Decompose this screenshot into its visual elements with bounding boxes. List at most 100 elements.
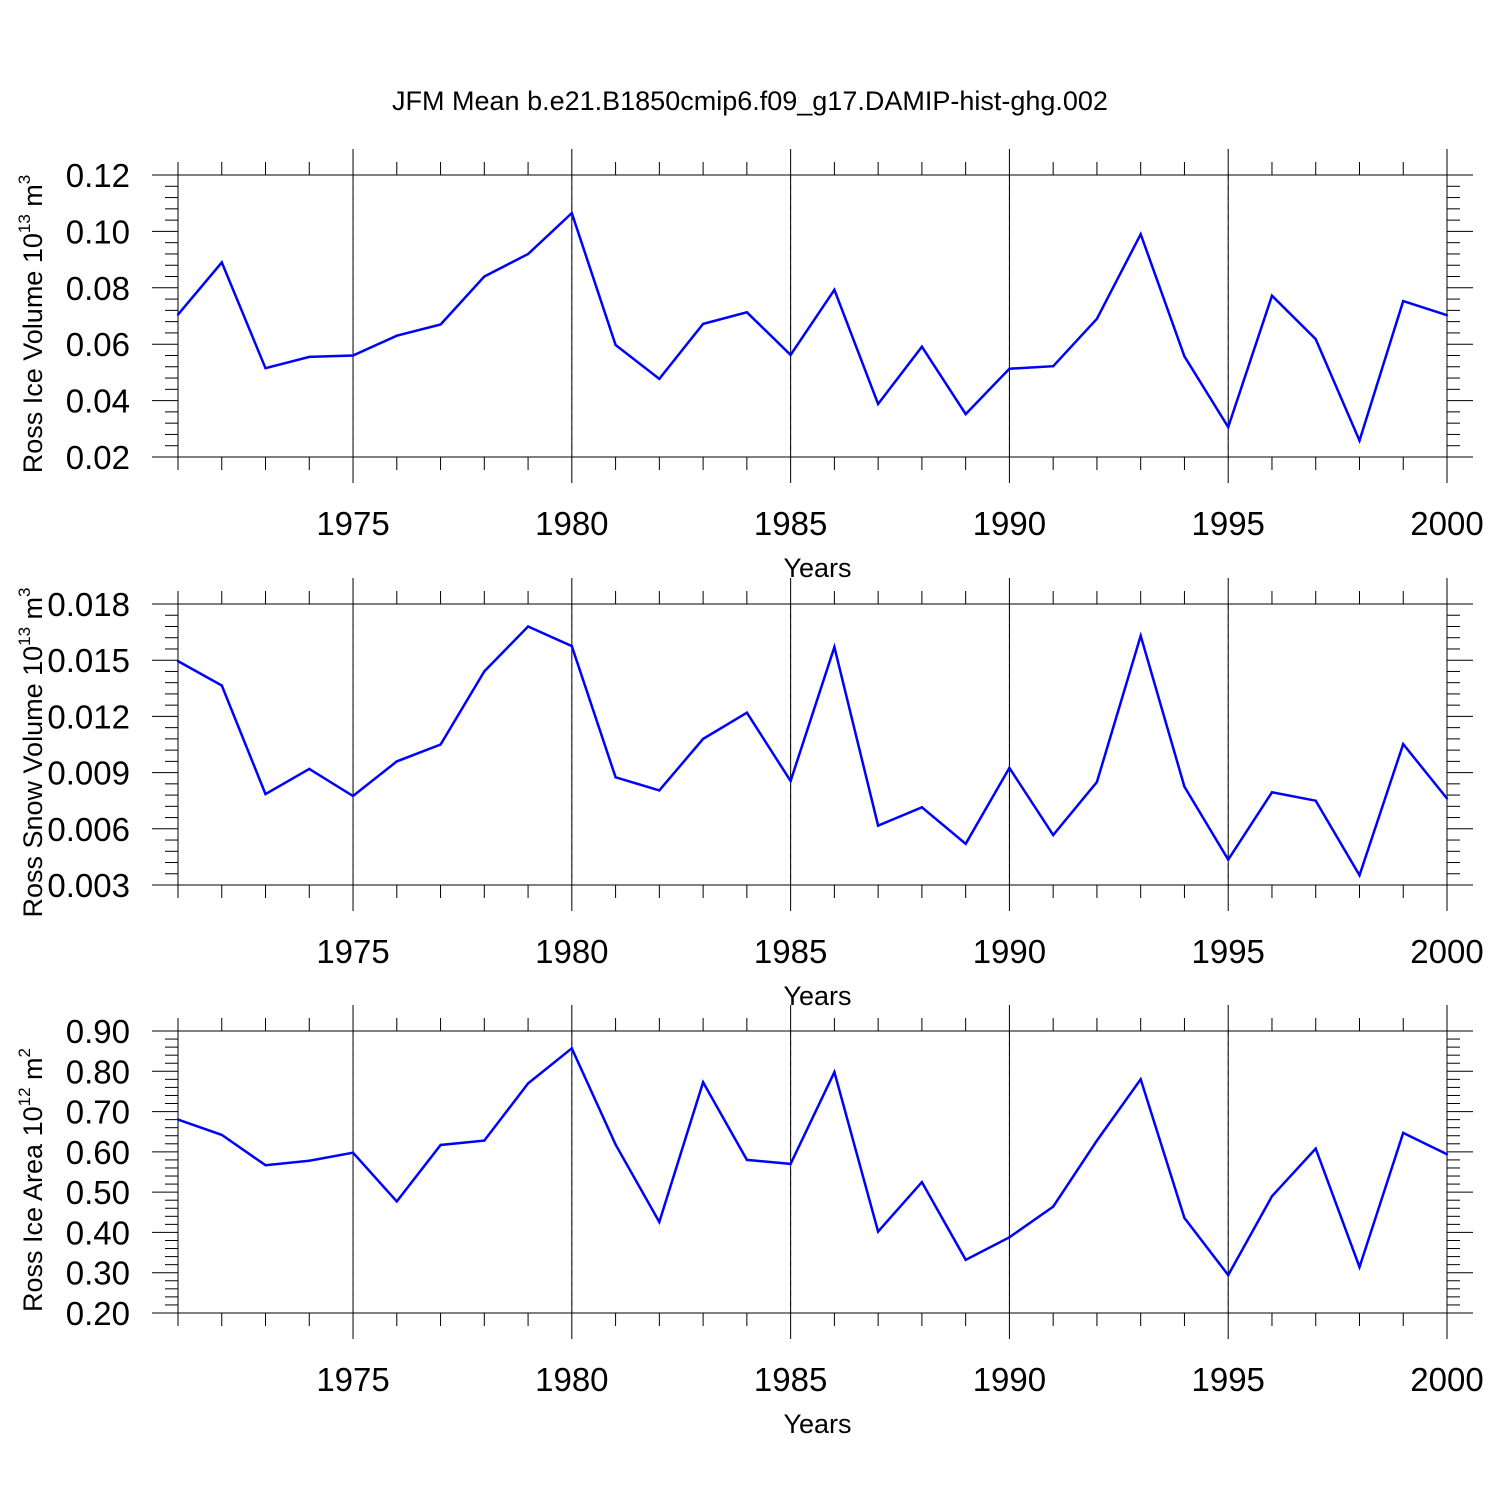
data-point: [658, 377, 661, 381]
data-point: [658, 1220, 661, 1224]
y-tick-label: 0.80: [66, 1053, 130, 1090]
y-axis-label: Ross Ice Area 1012 m2: [15, 1048, 48, 1312]
x-tick-label: 1995: [1191, 505, 1264, 542]
data-point: [745, 1158, 749, 1162]
data-point: [833, 645, 836, 649]
data-point: [1358, 1265, 1361, 1269]
data-point: [1139, 634, 1142, 638]
y-axis-label: Ross Ice Volume 1013 m3: [15, 175, 48, 474]
data-point: [176, 659, 180, 663]
data-point: [395, 760, 398, 763]
data-point: [1402, 742, 1405, 746]
data-point: [789, 1162, 792, 1166]
data-point: [439, 743, 442, 746]
data-point: [1227, 858, 1230, 861]
data-point: [1445, 313, 1449, 317]
y-tick-label: 0.40: [66, 1214, 130, 1251]
data-point: [833, 1070, 836, 1074]
data-point: [1270, 294, 1274, 297]
data-point: [701, 1080, 705, 1084]
x-tick-label: 1990: [973, 1361, 1046, 1398]
data-point: [833, 288, 836, 291]
y-tick-label: 0.04: [66, 383, 130, 420]
data-point: [701, 737, 705, 741]
y-tick-label: 0.06: [66, 326, 130, 363]
data-point: [176, 1118, 180, 1121]
chart-panel-2: 1975 1980 1985 1990 1995 2000 0.003 0.006 0.009 0…: [15, 578, 1484, 1011]
x-tick-label: 1980: [535, 933, 608, 970]
y-axis-label: Ross Snow Volume 1013 m3: [15, 587, 48, 917]
data-point: [1358, 874, 1361, 877]
data-point: [614, 1143, 617, 1146]
data-point: [876, 824, 880, 827]
y-tick-label: 0.009: [47, 755, 130, 792]
data-point: [308, 1159, 311, 1162]
x-tick-label: 1995: [1191, 1361, 1264, 1398]
data-point: [614, 776, 617, 779]
data-point: [1270, 1194, 1274, 1198]
data-point: [351, 794, 355, 798]
data-point: [789, 779, 792, 783]
x-axis-label: Years: [783, 553, 851, 583]
data-point: [220, 684, 223, 687]
data-point: [570, 211, 574, 215]
x-tick-label: 1985: [754, 1361, 827, 1398]
y-tick-label: 0.70: [66, 1094, 130, 1131]
data-point: [308, 767, 311, 771]
plot-frame: [177, 1030, 1448, 1314]
x-tick-label: 2000: [1410, 505, 1483, 542]
data-point: [351, 1151, 355, 1154]
x-tick-label: 1980: [535, 505, 608, 542]
x-tick-label: 2000: [1410, 933, 1483, 970]
data-point: [483, 1139, 486, 1142]
data-point: [1139, 233, 1142, 236]
data-point: [351, 354, 355, 357]
data-point: [1095, 780, 1099, 784]
x-tick-label: 1975: [316, 933, 389, 970]
data-point: [570, 644, 574, 648]
data-point: [570, 1047, 574, 1050]
data-point: [614, 343, 617, 347]
plot-frame: [177, 603, 1448, 886]
data-point: [1095, 317, 1099, 321]
x-axis-label: Years: [783, 981, 851, 1011]
data-point: [1008, 1236, 1011, 1239]
x-axis-label: Years: [783, 1409, 851, 1439]
data-point: [964, 1258, 967, 1262]
x-tick-label: 1995: [1191, 933, 1264, 970]
data-point: [526, 1082, 530, 1085]
data-point: [439, 1143, 442, 1147]
data-point: [1139, 1078, 1142, 1081]
data-point: [264, 366, 267, 370]
data-point: [1402, 299, 1405, 303]
data-point: [395, 1200, 398, 1203]
series-line: [177, 210, 1448, 445]
data-point: [526, 252, 530, 256]
y-tick-label: 0.012: [47, 698, 130, 735]
data-point: [220, 1133, 223, 1137]
data-point: [1314, 1147, 1317, 1150]
data-point: [658, 789, 661, 792]
x-tick-label: 1985: [754, 505, 827, 542]
data-point: [1008, 766, 1011, 770]
data-point: [789, 353, 792, 357]
x-tick-label: 1985: [754, 933, 827, 970]
data-point: [1183, 355, 1186, 358]
data-point: [876, 1230, 880, 1233]
data-point: [395, 334, 398, 337]
series-line: [177, 625, 1448, 879]
y-tick-label: 0.20: [66, 1295, 130, 1332]
x-tick-label: 2000: [1410, 1361, 1483, 1398]
data-point: [526, 625, 530, 628]
data-point: [483, 275, 486, 278]
data-point: [1270, 791, 1274, 794]
x-tick-label: 1980: [535, 1361, 608, 1398]
data-point: [1402, 1131, 1405, 1135]
data-point: [920, 345, 924, 348]
data-point: [1314, 799, 1317, 802]
data-point: [964, 412, 967, 416]
data-point: [1445, 1153, 1449, 1156]
data-point: [876, 402, 880, 406]
y-tick-label: 0.003: [47, 867, 130, 904]
y-tick-label: 0.018: [47, 586, 130, 623]
